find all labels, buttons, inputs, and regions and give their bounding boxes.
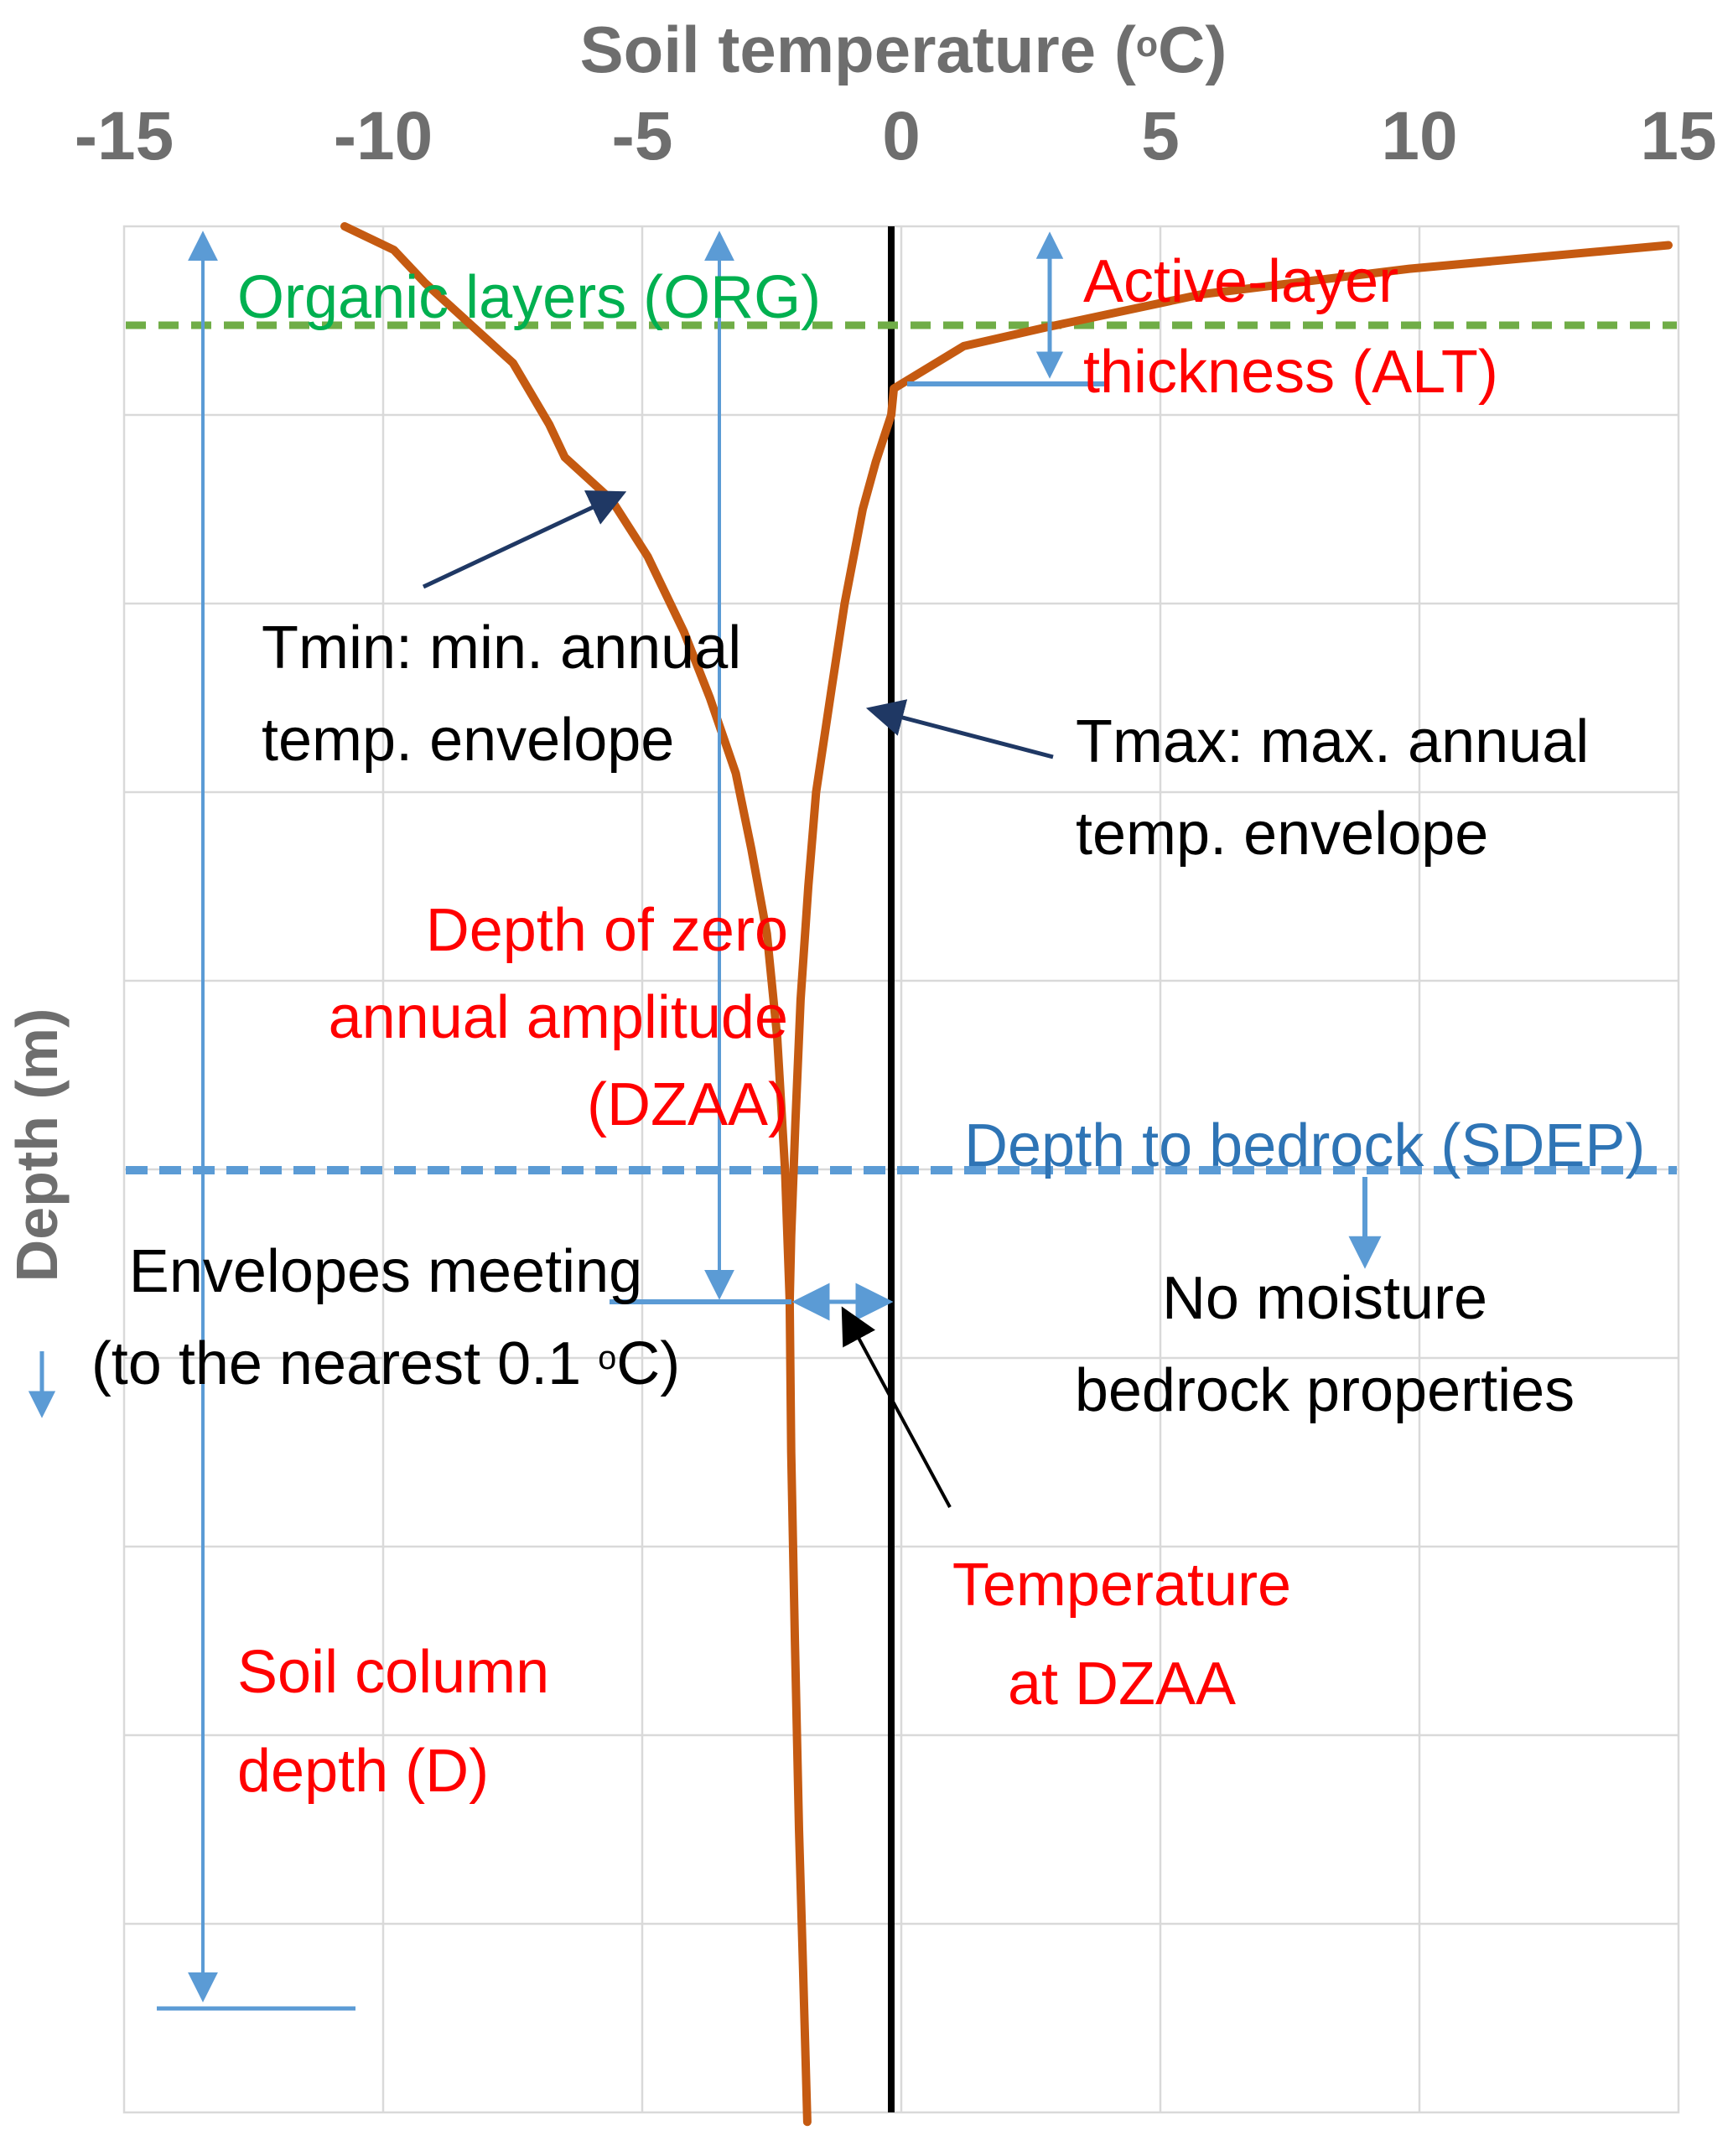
envelopes-meeting-line2-pre: (to the nearest 0.1 (91, 1330, 599, 1397)
chart-title-text: Soil temperature ( (579, 13, 1136, 86)
x-tick--5: -5 (611, 98, 673, 174)
dzaa-line1: Depth of zero (425, 897, 788, 964)
envelopes-meeting-line2-post: C) (616, 1330, 681, 1397)
dzaa-line3: (DZAA) (587, 1071, 788, 1138)
tmin-leader-arrow (422, 490, 627, 589)
tmin-curve (340, 222, 794, 1306)
soil-column-depth-label: Soil column depth (D) (237, 1623, 549, 1821)
tmin-line1: Tmin: min. annual (262, 614, 742, 682)
dzaa-label: Depth of zero annual amplitude (DZAA) (235, 887, 788, 1148)
x-tick-15: 15 (1640, 98, 1717, 174)
temperature-at-dzaa-line2: at DZAA (1007, 1651, 1237, 1718)
organic-layers-label: Organic layers (ORG) (237, 264, 822, 331)
envelopes-meeting-line2: (to the nearest 0.1 oC) (46, 1318, 725, 1419)
degree-superscript: o (598, 1340, 617, 1377)
x-tick-10: 10 (1381, 98, 1458, 174)
no-moisture-line1: No moisture (1161, 1265, 1488, 1332)
merged-envelope-curve (785, 1297, 812, 2127)
tmax-leader-arrow (865, 699, 1054, 759)
x-tick-0: 0 (882, 98, 921, 174)
envelopes-meeting-label: Envelopes meeting (to the nearest 0.1 oC… (46, 1226, 725, 1419)
soil-column-line2: depth (D) (237, 1738, 490, 1805)
x-tick--15: -15 (74, 98, 174, 174)
measurement-arrows (28, 231, 1382, 2011)
chart-title: Soil temperature (oC) (126, 12, 1681, 88)
temperature-at-dzaa-leader-arrow (841, 1306, 952, 1508)
x-tick--10: -10 (333, 98, 433, 174)
temperature-at-dzaa-label: Temperature at DZAA (933, 1536, 1310, 1734)
x-tick-5: 5 (1141, 98, 1180, 174)
envelopes-meeting-line1: Envelopes meeting (128, 1238, 643, 1305)
tmax-label: Tmax: max. annual temp. envelope (1076, 696, 1589, 880)
temperature-envelopes (340, 222, 1673, 2127)
depth-to-bedrock-label: Depth to bedrock (SDEP) (964, 1112, 1646, 1179)
degree-superscript: o (1135, 23, 1159, 65)
tmin-label: Tmin: min. annual temp. envelope (262, 602, 741, 786)
tmax-line2: temp. envelope (1076, 801, 1489, 868)
soil-column-line1: Soil column (237, 1639, 550, 1706)
leader-arrows (422, 490, 1054, 1508)
no-moisture-line2: bedrock properties (1074, 1357, 1575, 1424)
temperature-at-dzaa-line1: Temperature (952, 1552, 1292, 1619)
chart-title-unit: C) (1158, 13, 1227, 86)
tmax-curve (785, 241, 1673, 1306)
dzaa-line2: annual amplitude (328, 984, 788, 1051)
active-layer-thickness-label: Active-layer thickness (ALT) (1083, 236, 1498, 417)
no-moisture-label: No moisture bedrock properties (1044, 1252, 1606, 1437)
active-layer-line1: Active-layer (1083, 248, 1399, 315)
tmax-line1: Tmax: max. annual (1076, 708, 1590, 775)
tmin-line2: temp. envelope (262, 707, 675, 774)
active-layer-line2: thickness (ALT) (1083, 339, 1498, 406)
